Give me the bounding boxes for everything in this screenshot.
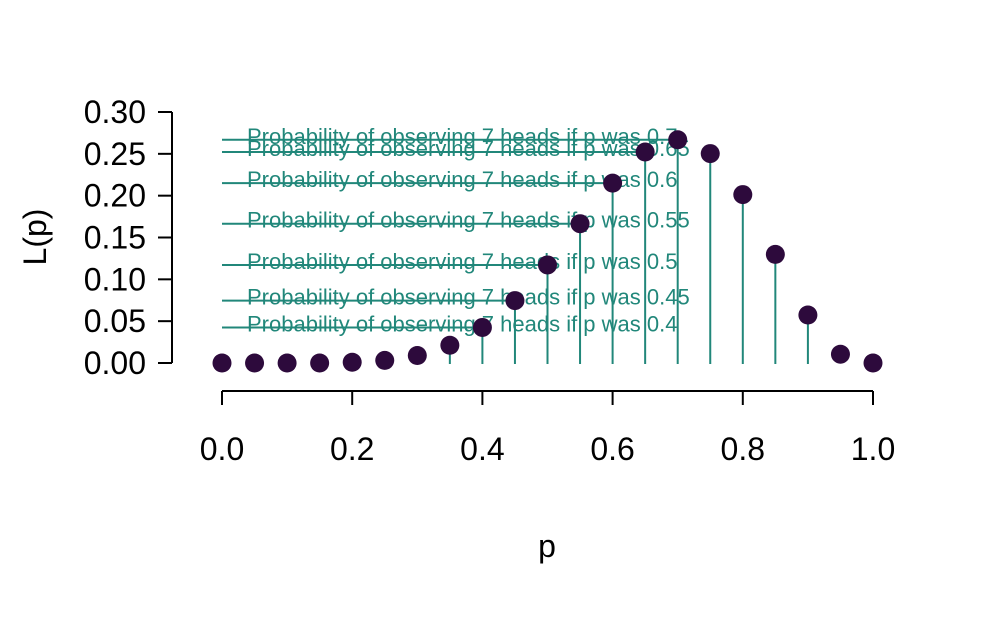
x-tick-label: 0.8 <box>721 431 765 467</box>
annotation-label: Probability of observing 7 heads if p wa… <box>247 311 677 336</box>
y-axis: 0.00 0.05 0.10 0.15 0.20 0.25 0.30 <box>84 94 173 381</box>
data-point <box>505 291 525 311</box>
data-point <box>407 345 427 365</box>
data-point <box>603 173 623 193</box>
x-tick-label: 0.0 <box>200 431 244 467</box>
data-point <box>342 352 362 372</box>
x-axis: 0.0 0.2 0.4 0.6 0.8 1.0 <box>200 390 895 467</box>
data-point <box>375 350 395 370</box>
y-tick-label: 0.20 <box>84 178 146 214</box>
data-point <box>538 255 557 275</box>
annotation-label: Probability of observing 7 heads if p wa… <box>247 136 690 161</box>
data-point <box>310 353 330 373</box>
y-axis-title: L(p) <box>17 209 53 266</box>
vertical-lines <box>448 139 809 364</box>
data-point <box>440 335 460 355</box>
data-point <box>245 353 265 373</box>
data-point <box>212 353 232 373</box>
data-point <box>570 214 590 234</box>
x-tick-label: 1.0 <box>851 431 895 467</box>
data-point <box>765 244 785 264</box>
y-tick-label: 0.15 <box>84 220 146 256</box>
data-point <box>668 130 688 150</box>
y-tick-label: 0.10 <box>84 261 146 297</box>
data-point <box>798 305 818 325</box>
y-tick-label: 0.00 <box>84 345 146 381</box>
x-tick-label: 0.2 <box>330 431 374 467</box>
data-point <box>700 144 720 164</box>
annotations: Probability of observing 7 heads if p wa… <box>247 124 690 337</box>
data-point <box>472 317 492 337</box>
x-tick-label: 0.4 <box>460 431 504 467</box>
y-tick-label: 0.05 <box>84 303 146 339</box>
data-point <box>830 344 850 364</box>
annotation-label: Probability of observing 7 heads if p wa… <box>247 124 677 149</box>
annotation-label: Probability of observing 7 heads if p wa… <box>247 285 690 310</box>
data-point <box>733 185 753 205</box>
horizontal-lines <box>222 138 678 329</box>
data-point <box>635 142 655 162</box>
y-tick-label: 0.30 <box>84 94 146 130</box>
x-axis-title: p <box>538 528 556 564</box>
annotation-label: Probability of observing 7 heads if p wa… <box>247 249 677 274</box>
data-point <box>863 353 883 373</box>
y-tick-label: 0.25 <box>84 136 146 172</box>
data-point <box>277 353 297 373</box>
data-points <box>212 130 883 373</box>
x-tick-label: 0.6 <box>590 431 634 467</box>
annotation-label: Probability of observing 7 heads if p wa… <box>247 208 690 233</box>
